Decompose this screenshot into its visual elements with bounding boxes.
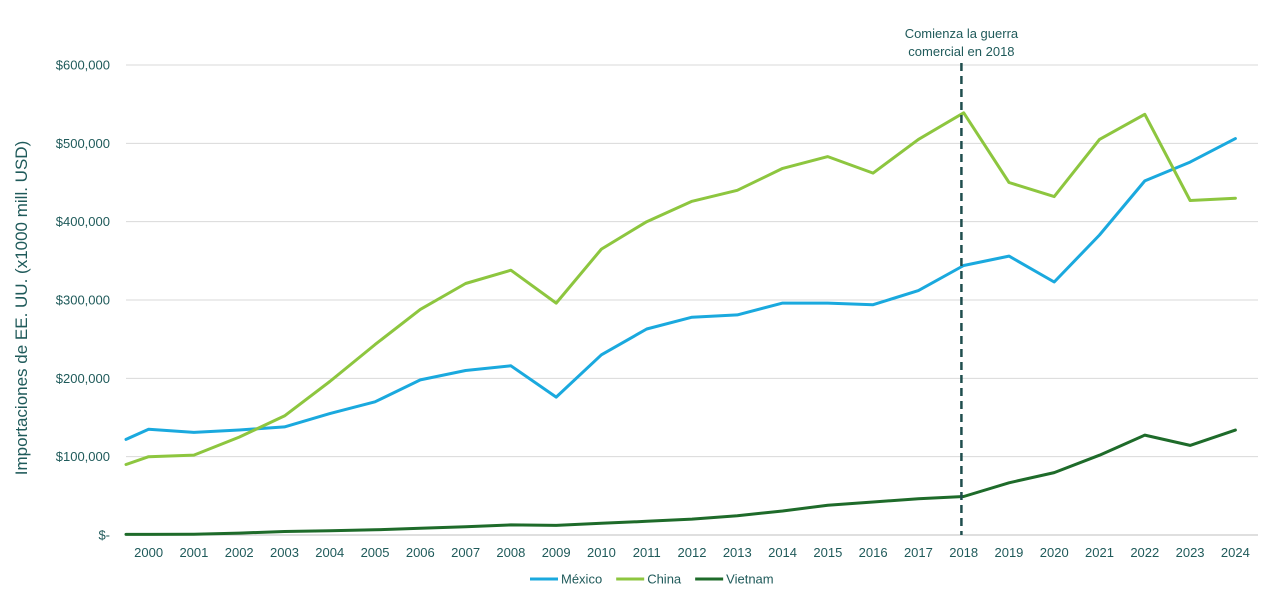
x-tick-label: 2021 (1085, 545, 1114, 560)
x-tick-label: 2016 (859, 545, 888, 560)
x-tick-label: 2007 (451, 545, 480, 560)
x-tick-label: 2006 (406, 545, 435, 560)
series-lines (124, 111, 1237, 536)
x-tick-label: 2011 (633, 545, 661, 560)
x-tick-label: 2010 (587, 545, 616, 560)
x-tick-label: 2004 (315, 545, 344, 560)
y-tick-label: $100,000 (56, 449, 110, 464)
x-tick-label: 2001 (179, 545, 208, 560)
x-tick-label: 2022 (1130, 545, 1159, 560)
x-tick-label: 2003 (270, 545, 299, 560)
x-axis-ticks: 2000 2001 2002 2003 2004 2005 2006 2007 2008 2009… (134, 545, 1250, 560)
y-axis-ticks: $- $100,000 $200,000 $300,000 $400,000 $500,0… (56, 58, 110, 543)
x-tick-label: 2017 (904, 545, 933, 560)
x-tick-label: 2015 (813, 545, 842, 560)
y-tick-label: $200,000 (56, 371, 110, 386)
x-tick-label: 2008 (496, 545, 525, 560)
x-tick-label: 2009 (542, 545, 571, 560)
y-tick-label: $400,000 (56, 214, 110, 229)
annotation-text-line1: Comienza la guerra (905, 26, 1019, 41)
legend-label: México (561, 572, 602, 587)
x-tick-label: 2005 (361, 545, 390, 560)
y-tick-label: $- (98, 528, 110, 543)
x-tick-label: 2002 (225, 545, 254, 560)
series-line-china (124, 111, 1237, 466)
x-tick-label: 2019 (994, 545, 1023, 560)
y-tick-label: $500,000 (56, 136, 110, 151)
legend: México China Vietnam (530, 572, 774, 587)
x-tick-label: 2012 (678, 545, 707, 560)
x-tick-label: 2024 (1221, 545, 1250, 560)
x-tick-label: 2000 (134, 545, 163, 560)
legend-label: Vietnam (726, 572, 773, 587)
legend-label: China (647, 572, 682, 587)
y-tick-label: $300,000 (56, 293, 110, 308)
annotation: Comienza la guerra comercial en 2018 (905, 26, 1019, 535)
y-axis-label: Importaciones de EE. UU. (x1000 mill. US… (12, 141, 31, 475)
annotation-text-line2: comercial en 2018 (908, 44, 1014, 59)
x-tick-label: 2013 (723, 545, 752, 560)
x-tick-label: 2014 (768, 545, 797, 560)
series-line-vietnam (124, 428, 1237, 536)
x-tick-label: 2018 (949, 545, 978, 560)
series-line-méxico (124, 137, 1237, 441)
y-tick-label: $600,000 (56, 58, 110, 73)
x-tick-label: 2020 (1040, 545, 1069, 560)
x-tick-label: 2023 (1176, 545, 1205, 560)
gridlines (126, 64, 1258, 458)
